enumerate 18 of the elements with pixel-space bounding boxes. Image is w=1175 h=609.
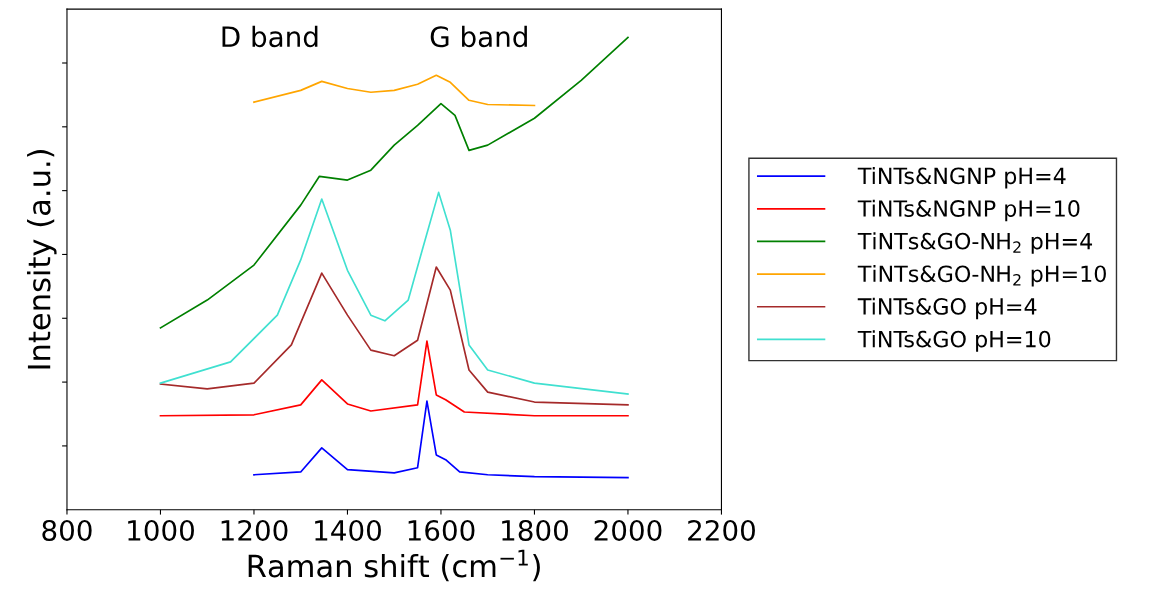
x-tick-label: 1800: [502, 519, 568, 541]
legend-label: TiNTs&GO-NH$_{2}$ pH=4: [857, 232, 1093, 254]
legend-label: TiNTs&NGNP pH=4: [857, 167, 1066, 189]
legend-label: TiNTs&GO pH=10: [857, 330, 1051, 352]
annotation: D band: [222, 25, 318, 48]
legend-label: TiNTs&NGNP pH=10: [857, 199, 1080, 222]
x-tick-label: 2000: [594, 519, 662, 541]
x-tick-label: 800: [42, 519, 92, 541]
annotation: G band: [430, 25, 527, 48]
legend-label: TiNTs&GO pH=4: [857, 297, 1037, 320]
x-tick-label: 1400: [315, 519, 381, 541]
x-tick-label: 2200: [688, 519, 755, 541]
x-axis-title: Raman shift (cm$^{−1}$): [248, 549, 540, 582]
x-tick-label: 1000: [128, 519, 194, 541]
y-axis-title: Intensity (a.u.): [26, 150, 57, 369]
x-tick-label: 1200: [221, 519, 288, 541]
legend-label: TiNTs&GO-NH$_{2}$ pH=10: [857, 264, 1106, 287]
x-tick-label: 1600: [408, 519, 475, 541]
